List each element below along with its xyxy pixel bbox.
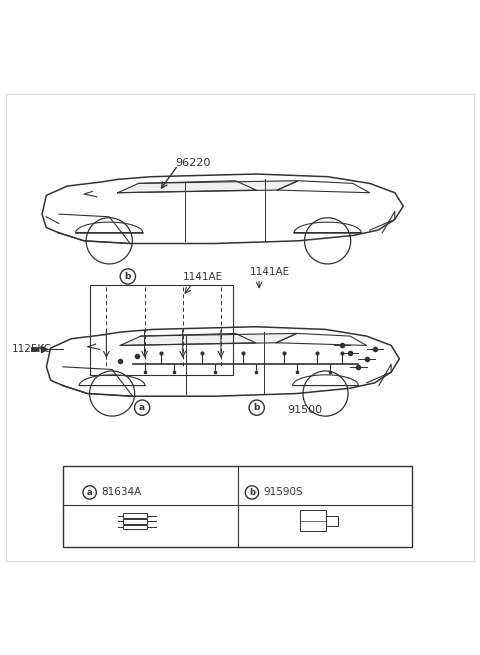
Text: b: b xyxy=(125,272,131,281)
Text: 1141AE: 1141AE xyxy=(183,272,223,282)
Bar xyxy=(123,519,147,523)
Text: b: b xyxy=(253,403,260,412)
Bar xyxy=(90,284,233,375)
Bar xyxy=(326,516,338,525)
Bar xyxy=(123,513,147,518)
Text: 96220: 96220 xyxy=(176,158,211,168)
Text: a: a xyxy=(139,403,145,412)
Text: 91500: 91500 xyxy=(288,405,323,415)
Text: 1125KC: 1125KC xyxy=(12,344,52,354)
Text: a: a xyxy=(87,488,93,497)
Bar xyxy=(123,525,147,529)
Polygon shape xyxy=(118,181,298,193)
Text: b: b xyxy=(249,488,255,497)
Text: 1141AE: 1141AE xyxy=(250,267,289,277)
Bar xyxy=(63,466,412,547)
Polygon shape xyxy=(120,333,297,345)
Text: 91590S: 91590S xyxy=(264,487,303,497)
Text: 81634A: 81634A xyxy=(102,487,142,497)
Bar xyxy=(300,510,326,531)
